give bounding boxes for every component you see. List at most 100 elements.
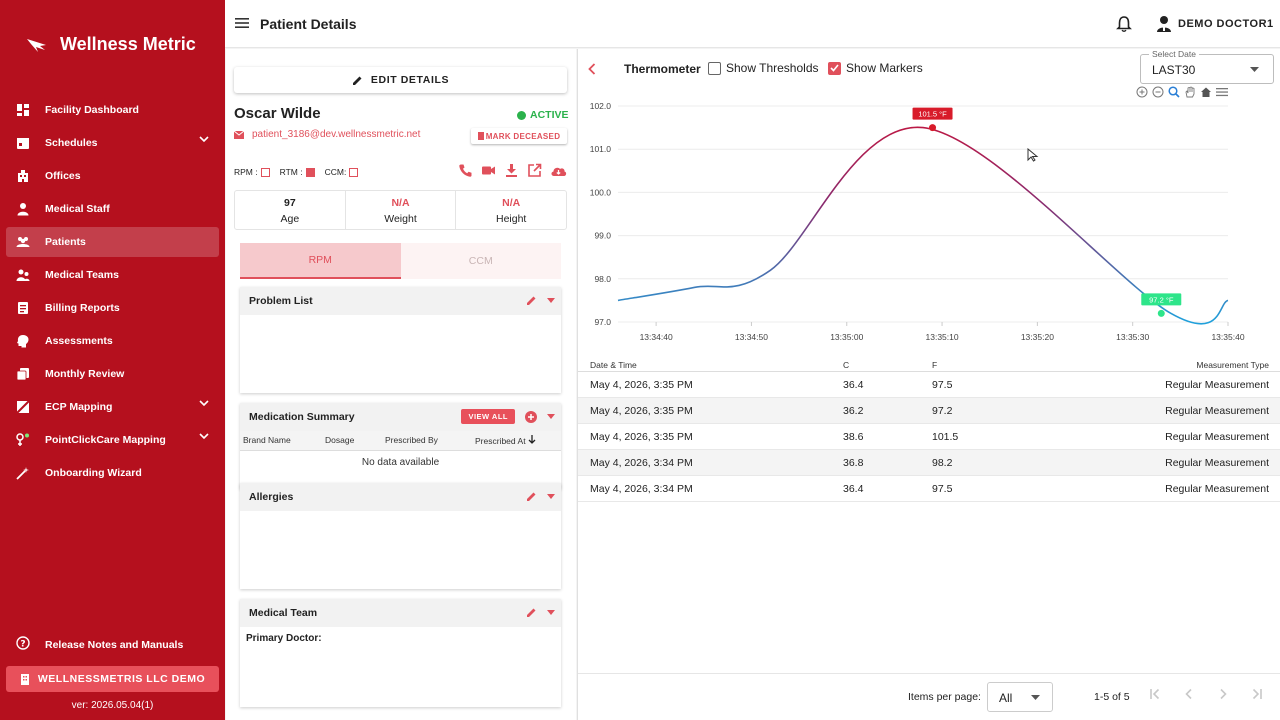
prev-page-icon[interactable] bbox=[1182, 687, 1196, 701]
table-cell: 97.5 bbox=[932, 482, 953, 495]
sidebar-item-medical-staff[interactable]: Medical Staff bbox=[6, 194, 219, 224]
open-external-icon[interactable] bbox=[527, 163, 542, 178]
temperature-series-line bbox=[617, 126, 1229, 325]
sidebar-item-schedules[interactable]: Schedules bbox=[6, 128, 219, 158]
show-thresholds-checkbox[interactable]: Show Thresholds bbox=[708, 61, 819, 75]
view-all-button[interactable]: VIEW ALL bbox=[461, 409, 515, 424]
dashboard-icon bbox=[16, 103, 30, 117]
pan-hand-icon[interactable] bbox=[1184, 86, 1196, 98]
edit-icon[interactable] bbox=[526, 607, 537, 618]
patient-actions bbox=[458, 163, 567, 178]
download-icon[interactable] bbox=[504, 163, 519, 178]
patient-panel: EDIT DETAILS Oscar Wilde ACTIVE patient_… bbox=[226, 49, 576, 720]
table-row[interactable]: May 4, 2026, 3:34 PM 36.8 98.2 Regular Meas… bbox=[578, 450, 1280, 476]
table-row[interactable]: May 4, 2026, 3:34 PM 36.4 97.5 Regular Meas… bbox=[578, 476, 1280, 502]
menu-lines-icon[interactable] bbox=[1216, 86, 1228, 98]
program-label: CCM: bbox=[324, 167, 347, 177]
first-page-icon[interactable] bbox=[1148, 687, 1162, 701]
svg-text:?: ? bbox=[20, 640, 25, 650]
show-markers-label: Show Markers bbox=[846, 61, 923, 75]
select-date-dropdown[interactable]: Select Date LAST30 bbox=[1140, 49, 1274, 84]
table-cell: 36.2 bbox=[843, 404, 864, 417]
caret-down-icon[interactable] bbox=[547, 414, 555, 419]
phone-icon[interactable] bbox=[458, 163, 473, 178]
medication-summary-header: Medication Summary VIEW ALL bbox=[240, 403, 561, 431]
sidebar-item-medical-teams[interactable]: Medical Teams bbox=[6, 260, 219, 290]
edit-details-button[interactable]: EDIT DETAILS bbox=[234, 67, 567, 93]
table-cell: 36.8 bbox=[843, 456, 864, 469]
mark-deceased-button[interactable]: MARK DECEASED bbox=[471, 128, 567, 144]
caret-down-icon[interactable] bbox=[547, 298, 555, 303]
show-markers-checkbox[interactable]: Show Markers bbox=[828, 61, 923, 75]
column-header: Brand Name bbox=[243, 435, 291, 445]
release-notes-link[interactable]: ? Release Notes and Manuals bbox=[16, 636, 183, 653]
wand-icon bbox=[16, 466, 30, 480]
help-icon: ? bbox=[16, 636, 30, 653]
table-cell: 101.5 bbox=[932, 430, 959, 443]
zoom-in-icon[interactable] bbox=[1136, 86, 1148, 98]
home-icon[interactable] bbox=[1200, 86, 1212, 98]
chevron-left-icon[interactable] bbox=[588, 62, 596, 80]
caret-down-icon[interactable] bbox=[547, 494, 555, 499]
last-page-icon[interactable] bbox=[1250, 687, 1264, 701]
edit-icon[interactable] bbox=[526, 491, 537, 502]
program-checkbox[interactable]: CCM: bbox=[324, 167, 359, 178]
table-cell: May 4, 2026, 3:34 PM bbox=[590, 482, 693, 495]
pencil-icon bbox=[352, 76, 362, 85]
magnifier-icon[interactable] bbox=[1168, 86, 1180, 98]
sidebar-item-monthly-review[interactable]: Monthly Review bbox=[6, 359, 219, 389]
sidebar-item-billing-reports[interactable]: Billing Reports bbox=[6, 293, 219, 323]
problem-list-card: Problem List bbox=[240, 287, 561, 393]
checkbox-box bbox=[828, 61, 841, 75]
medication-summary-card: Medication Summary VIEW ALL Brand Name D… bbox=[240, 403, 561, 489]
edit-icon[interactable] bbox=[526, 295, 537, 306]
hamburger-menu-icon[interactable] bbox=[235, 16, 249, 34]
people-icon bbox=[16, 235, 30, 249]
doctor-icon bbox=[16, 202, 30, 216]
sidebar-item-label: Billing Reports bbox=[45, 302, 120, 314]
organization-button[interactable]: WELLNESSMETRIS LLC DEMO bbox=[6, 666, 219, 692]
next-page-icon[interactable] bbox=[1216, 687, 1230, 701]
sidebar-item-label: PointClickCare Mapping bbox=[45, 434, 166, 446]
chevron-down-icon bbox=[199, 433, 209, 440]
user-menu[interactable]: DEMO DOCTOR1 bbox=[1156, 15, 1274, 33]
cloud-download-icon[interactable] bbox=[550, 163, 567, 178]
sidebar-item-offices[interactable]: Offices bbox=[6, 161, 219, 191]
document-icon bbox=[477, 132, 484, 140]
stat-value: N/A bbox=[391, 197, 410, 209]
column-header: Dosage bbox=[325, 435, 355, 445]
column-header: C bbox=[843, 359, 850, 370]
zoom-out-icon[interactable] bbox=[1152, 86, 1164, 98]
sidebar-item-ecp-mapping[interactable]: ECP Mapping bbox=[6, 392, 219, 422]
tab-ccm[interactable]: CCM bbox=[400, 243, 561, 279]
video-call-icon[interactable] bbox=[481, 163, 496, 178]
head-icon bbox=[16, 334, 30, 348]
sidebar-item-onboarding-wizard[interactable]: Onboarding Wizard bbox=[6, 458, 219, 488]
notification-bell-icon[interactable] bbox=[1116, 15, 1132, 38]
edit-details-label: EDIT DETAILS bbox=[370, 74, 450, 86]
patient-email[interactable]: patient_3186@dev.wellnessmetric.net bbox=[234, 129, 420, 140]
select-date-value: LAST30 bbox=[1152, 63, 1196, 77]
table-row[interactable]: May 4, 2026, 3:35 PM 38.6 101.5 Regular Mea… bbox=[578, 424, 1280, 450]
y-tick-label: 98.0 bbox=[594, 274, 611, 284]
chevron-down-icon bbox=[199, 136, 209, 143]
table-row[interactable]: May 4, 2026, 3:35 PM 36.2 97.2 Regular Meas… bbox=[578, 398, 1280, 424]
sidebar-item-assessments[interactable]: Assessments bbox=[6, 326, 219, 356]
tab-rpm[interactable]: RPM bbox=[240, 243, 401, 279]
marker-label: 97.2 °F bbox=[1149, 295, 1174, 304]
sidebar-item-patients[interactable]: Patients bbox=[6, 227, 219, 257]
program-checkbox[interactable]: RPM : bbox=[234, 167, 270, 178]
measurements-table: Date & Time C F Measurement Type May 4, 2026… bbox=[578, 358, 1280, 502]
column-header: Measurement Type bbox=[1196, 359, 1269, 370]
sidebar-item-pointclickcare-mapping[interactable]: PointClickCare Mapping bbox=[6, 425, 219, 455]
sidebar-item-facility-dashboard[interactable]: Facility Dashboard bbox=[6, 95, 219, 125]
medical-team-card: Medical Team Primary Doctor: bbox=[240, 599, 561, 707]
add-circle-icon[interactable] bbox=[525, 410, 537, 423]
items-per-page-select[interactable]: All bbox=[987, 682, 1053, 712]
table-row[interactable]: May 4, 2026, 3:35 PM 36.4 97.5 Regular Meas… bbox=[578, 372, 1280, 398]
slash-icon bbox=[16, 400, 30, 414]
column-header-sortable[interactable]: Prescribed At bbox=[475, 435, 560, 446]
program-checkbox[interactable]: RTM : bbox=[280, 167, 315, 178]
brand[interactable]: Wellness Metric bbox=[26, 34, 196, 55]
caret-down-icon[interactable] bbox=[547, 610, 555, 615]
